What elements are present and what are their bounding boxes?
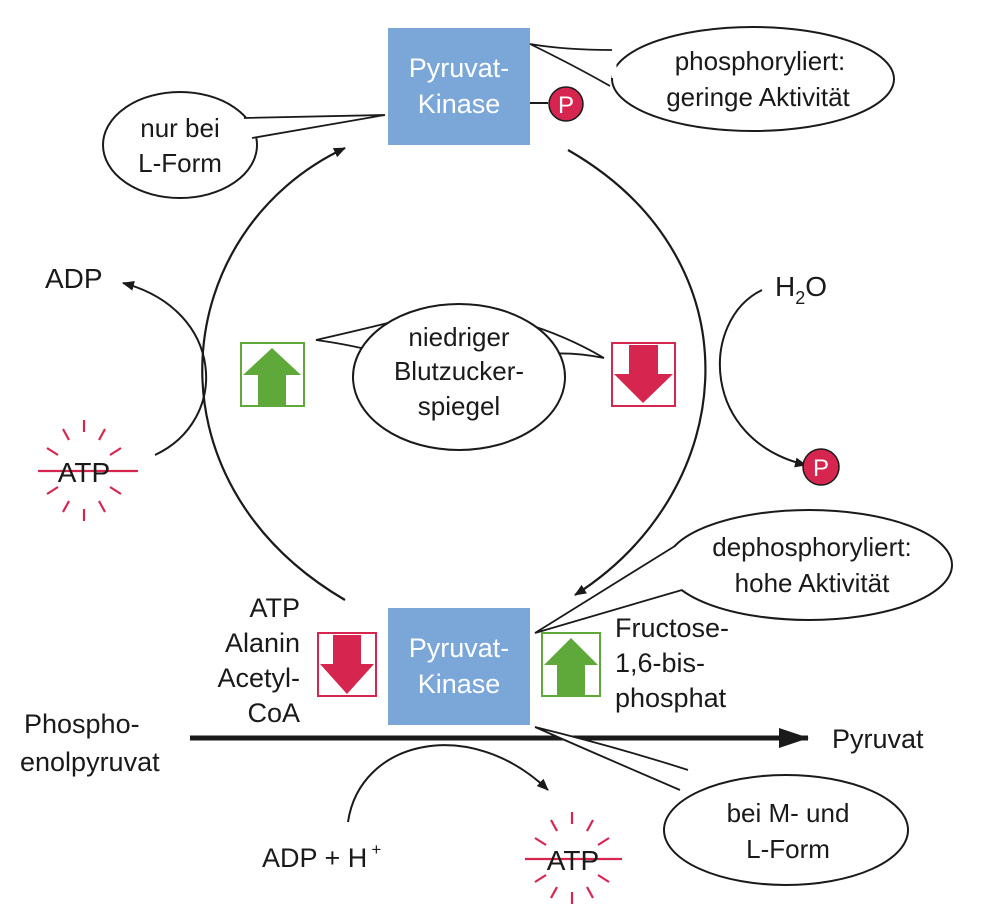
left-atp-label: ATP [58, 457, 110, 488]
bubble-dephosphorylated: dephosphoryliert: hohe Aktivität [534, 509, 953, 634]
activator-line1: Fructose- [615, 613, 729, 643]
substrate-line2: enolpyruvat [20, 747, 160, 777]
enzyme-top-line2: Kinase [418, 89, 501, 119]
enzyme-bottom-line2: Kinase [418, 669, 501, 699]
cofactor-arrow [347, 744, 549, 823]
phosphate-label-top: P [558, 92, 574, 119]
bubble-m-l-form-line2: L-Form [746, 834, 830, 864]
cofactor-in-label: ADP + H + [262, 840, 381, 873]
atp-burst-left: ATP [38, 420, 138, 521]
bubble-phosphorylated-line1: phosphoryliert: [675, 46, 846, 76]
bubble-dephosphorylated-line2: hohe Aktivität [735, 568, 890, 598]
water-label: H2O [775, 271, 827, 308]
substrate-line1: Phospho- [24, 709, 140, 739]
inhibitor-acetyl: Acetyl- [217, 663, 300, 693]
right-branch-arrow [718, 289, 807, 468]
cycle-arc-left [201, 147, 346, 601]
inhibitor-list: ATP Alanin Acetyl- CoA [217, 593, 300, 728]
down-arrow-right [611, 342, 676, 407]
bubble-low-blood-sugar-line3: spiegel [418, 391, 500, 421]
left-branch-arrow [122, 280, 208, 456]
bubble-l-form-line1: nur bei [140, 113, 220, 143]
bubble-low-blood-sugar: niedriger Blutzucker- spiegel [315, 303, 605, 451]
bubble-phosphorylated: phosphoryliert: geringe Aktivität [529, 26, 895, 132]
down-arrow-inhibitor [317, 632, 377, 697]
enzyme-box-bottom: Pyruvat- Kinase [388, 608, 530, 725]
bubble-l-form: nur bei L-Form [102, 91, 386, 199]
atp-burst-bottom: ATP [525, 812, 622, 904]
inhibitor-coa: CoA [247, 698, 300, 728]
inhibitor-atp: ATP [249, 593, 300, 623]
bubble-low-blood-sugar-line1: niedriger [408, 322, 510, 352]
phosphate-badge-top: P [548, 86, 584, 122]
activator-list: Fructose- 1,6-bis- phosphat [615, 613, 729, 713]
bubble-phosphorylated-line2: geringe Aktivität [666, 82, 850, 112]
phosphate-badge-right: P [802, 448, 840, 486]
activator-line3: phosphat [615, 683, 727, 713]
bubble-m-l-form-line1: bei M- und [727, 798, 850, 828]
cycle-arc-right [567, 149, 707, 596]
cofactor-out-label: ATP [547, 845, 599, 876]
activator-line2: 1,6-bis- [615, 648, 705, 678]
bubble-l-form-line2: L-Form [138, 148, 222, 178]
inhibitor-alanine: Alanin [225, 628, 300, 658]
left-adp-label: ADP [45, 263, 103, 294]
product-label: Pyruvat [832, 724, 924, 754]
bubble-dephosphorylated-line1: dephosphoryliert: [712, 532, 911, 562]
enzyme-bottom-line1: Pyruvat- [409, 633, 510, 663]
phosphate-label-right: P [813, 455, 829, 482]
up-arrow-activator [541, 632, 601, 697]
up-arrow-left [240, 342, 305, 407]
bubble-low-blood-sugar-line2: Blutzucker- [394, 356, 524, 386]
enzyme-top-line1: Pyruvat- [409, 53, 510, 83]
bubble-m-l-form: bei M- und L-Form [534, 726, 909, 886]
enzyme-box-top: Pyruvat- Kinase [388, 28, 530, 145]
